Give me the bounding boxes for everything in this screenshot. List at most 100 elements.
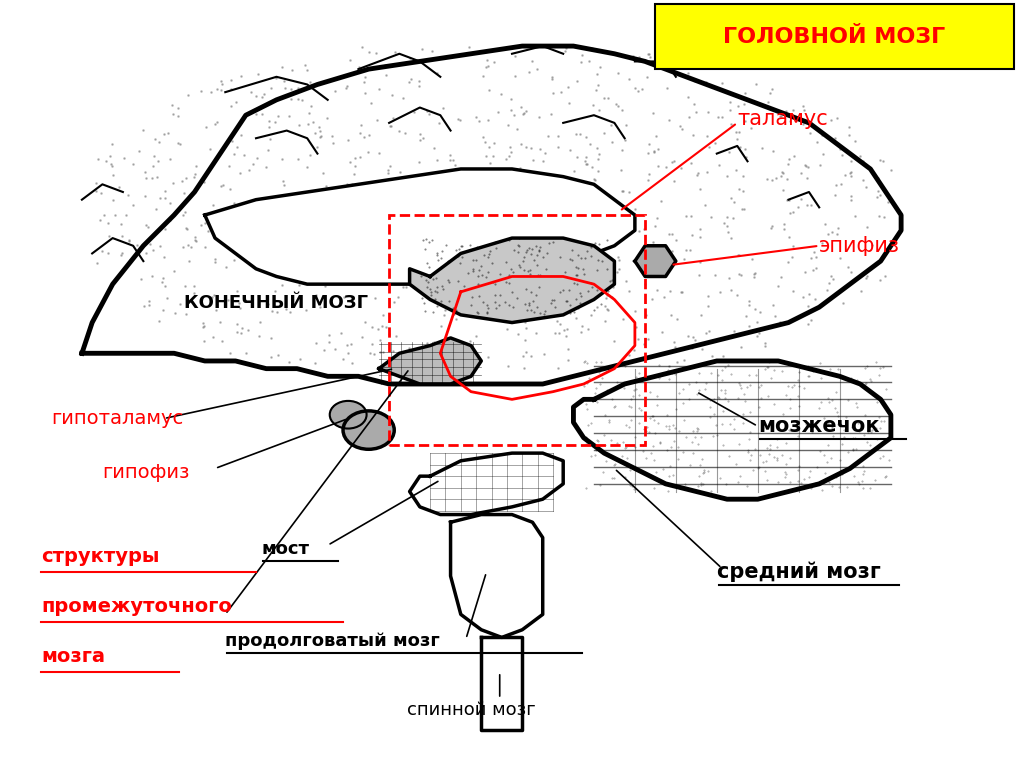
Point: [384, 190, 400, 203]
Text: промежуточного: промежуточного: [41, 598, 231, 616]
Point: [283, 93, 299, 105]
Point: [510, 231, 526, 243]
Point: [714, 111, 730, 123]
Point: [170, 102, 186, 114]
Point: [495, 218, 511, 230]
Point: [120, 188, 136, 200]
Point: [647, 131, 664, 143]
Point: [411, 75, 427, 88]
Point: [840, 261, 856, 273]
Point: [780, 154, 797, 166]
Point: [580, 204, 596, 217]
Point: [700, 141, 717, 153]
Point: [187, 234, 204, 247]
Point: [493, 88, 509, 101]
Point: [691, 183, 708, 195]
Point: [419, 255, 435, 267]
Point: [626, 49, 642, 61]
Point: [584, 161, 600, 174]
Point: [549, 315, 565, 327]
Point: [655, 291, 672, 303]
Point: [398, 56, 415, 68]
Point: [542, 263, 558, 276]
Point: [568, 151, 585, 164]
Point: [731, 249, 748, 261]
Point: [299, 161, 315, 173]
Point: [248, 90, 264, 102]
Point: [513, 138, 529, 151]
Point: [825, 273, 842, 286]
Point: [808, 251, 824, 263]
Point: [485, 247, 502, 260]
Point: [148, 203, 165, 215]
Point: [105, 194, 122, 207]
Point: [855, 174, 871, 187]
Point: [436, 219, 453, 231]
Point: [741, 299, 758, 311]
Point: [591, 148, 607, 161]
Point: [284, 64, 300, 76]
Point: [730, 183, 746, 195]
Point: [454, 351, 470, 363]
Point: [678, 243, 694, 256]
Point: [764, 83, 780, 95]
Point: [738, 151, 755, 163]
Point: [631, 51, 647, 63]
Point: [196, 176, 212, 188]
Point: [261, 115, 278, 127]
Point: [579, 131, 595, 144]
Point: [122, 255, 138, 267]
Point: [796, 104, 812, 116]
Point: [400, 342, 417, 354]
Point: [338, 82, 354, 94]
Point: [353, 119, 370, 131]
Point: [809, 136, 825, 148]
Point: [627, 305, 643, 317]
Point: [478, 304, 495, 316]
Point: [291, 119, 307, 131]
Point: [231, 167, 248, 179]
Point: [337, 182, 353, 194]
Point: [418, 214, 434, 227]
Point: [720, 227, 736, 239]
FancyBboxPatch shape: [655, 4, 1014, 69]
Point: [699, 166, 716, 178]
Point: [223, 239, 240, 251]
Point: [290, 229, 306, 241]
Point: [207, 257, 223, 269]
Point: [589, 68, 605, 80]
Point: [607, 98, 624, 111]
Point: [197, 217, 213, 230]
Point: [484, 150, 501, 162]
Point: [288, 262, 304, 274]
Point: [597, 315, 613, 327]
Point: [354, 330, 371, 343]
Point: [229, 318, 246, 330]
Point: [773, 111, 790, 123]
Point: [589, 287, 605, 300]
Point: [660, 228, 677, 240]
Point: [229, 201, 246, 214]
Point: [828, 228, 845, 240]
Polygon shape: [451, 515, 543, 637]
Point: [497, 179, 513, 191]
Point: [726, 197, 742, 209]
Point: [152, 192, 168, 204]
Point: [610, 221, 627, 233]
Point: [520, 280, 537, 292]
Point: [263, 351, 280, 363]
Point: [596, 92, 612, 104]
Point: [142, 238, 159, 250]
Point: [365, 181, 381, 194]
Point: [130, 144, 146, 157]
Point: [578, 151, 594, 163]
Point: [178, 293, 195, 306]
Text: ГОЛОВНОЙ МОЗГ: ГОЛОВНОЙ МОЗГ: [723, 27, 946, 47]
Point: [734, 185, 751, 197]
Point: [125, 199, 141, 211]
Point: [317, 227, 334, 240]
Point: [362, 97, 379, 109]
Circle shape: [343, 411, 394, 449]
Point: [222, 100, 239, 112]
Point: [286, 273, 302, 286]
